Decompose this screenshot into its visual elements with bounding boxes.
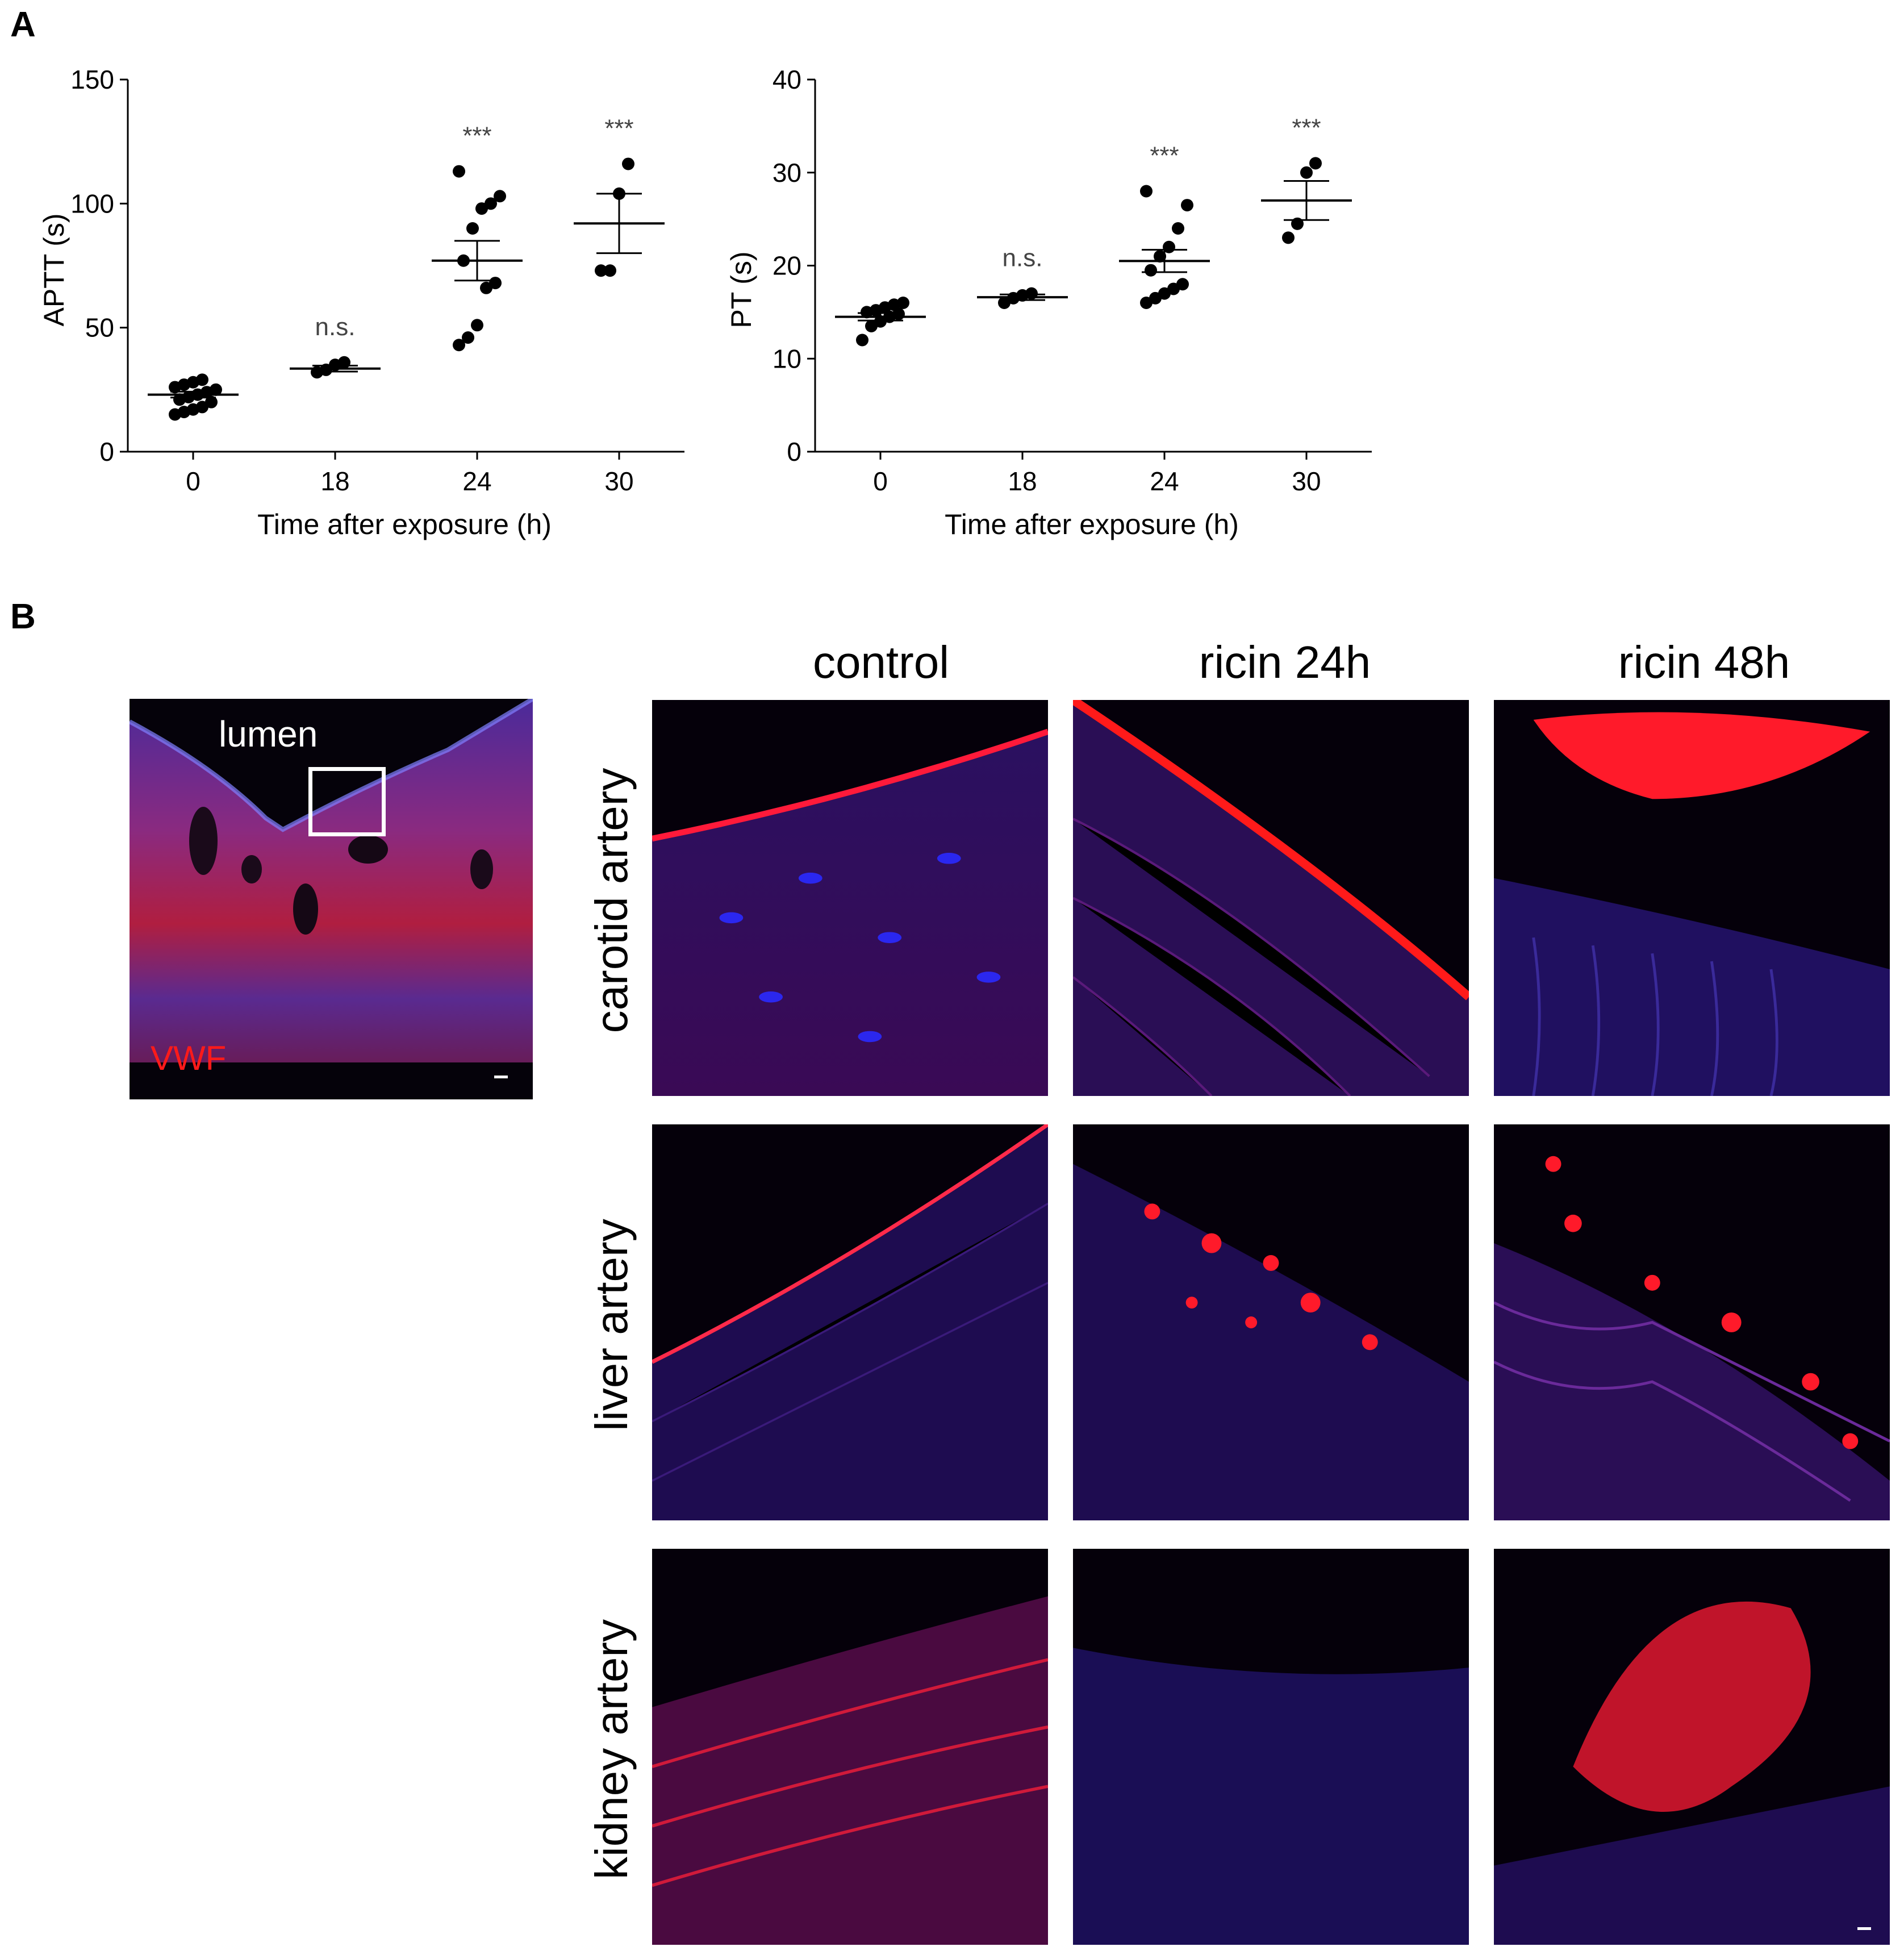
x-axis-label: Time after exposure (h) [945,508,1239,540]
data-point [1300,166,1313,179]
data-point [622,157,634,170]
data-point [466,222,479,235]
micrograph-liver-ricin-24h [1073,1124,1469,1520]
significance-label: *** [604,114,633,142]
x-tick-label: 24 [462,466,491,496]
column-header-ricin-24h: ricin 24h [1199,637,1371,687]
significance-label: *** [1150,142,1179,170]
micrograph-liver-control [652,1124,1048,1520]
data-point [471,319,483,332]
data-point [604,264,616,277]
micrograph-carotid-ricin-24h [1073,700,1469,1096]
y-tick-label: 40 [773,65,801,94]
aptt-scatter-chart: APTT (s) Time after exposure (h) 0 50 100 1… [38,65,684,540]
micrograph-carotid-ricin-48h [1494,700,1890,1096]
column-header-control: control [812,637,950,687]
data-point [494,190,506,203]
y-axis-label: PT (s) [725,251,757,328]
x-tick-label: 24 [1150,466,1179,496]
lumen-label: lumen [219,714,318,755]
x-tick-label: 18 [320,466,349,496]
data-point [1172,222,1184,235]
data-point [485,197,497,210]
vwf-stain-label: VWF [151,1039,227,1077]
significance-label: *** [1292,114,1321,141]
micrograph-carotid-control [652,700,1048,1096]
y-tick-label: 0 [99,437,114,466]
scale-bar [1857,1927,1871,1930]
pt-scatter-chart: PT (s) Time after exposure (h) 0 10 20 30 40… [725,65,1372,540]
significance-label: n.s. [1003,244,1043,272]
data-point [1154,250,1166,263]
data-point [453,339,465,352]
x-tick-label: 30 [1292,466,1321,496]
plot-area: 0 50 100 150 0 18 n.s. 24 *** 30 *** [70,65,684,496]
y-tick-label: 20 [773,251,801,281]
micrograph-liver-ricin-48h [1494,1124,1890,1520]
x-tick-label: 0 [186,466,201,496]
data-point [897,297,909,309]
x-tick-label: 30 [604,466,633,496]
data-point [1176,278,1189,291]
x-axis-label: Time after exposure (h) [257,508,552,540]
panel-a-letter: A [10,5,36,44]
scale-bar [494,1076,508,1078]
data-point [338,356,350,369]
y-tick-label: 50 [85,313,114,343]
plot-area: 0 10 20 30 40 0 18 n.s. 24 *** 30 *** [773,65,1372,496]
region-of-interest-box [308,767,386,836]
data-point [196,373,208,386]
data-point [489,277,502,290]
y-axis-title: APTT (s) [38,213,70,326]
x-tick-label: 0 [873,466,888,496]
micrograph-kidney-ricin-24h [1073,1549,1469,1945]
micrograph-kidney-ricin-48h [1494,1549,1890,1945]
data-point [1145,264,1157,277]
data-point [205,395,218,409]
y-tick-label: 0 [787,437,801,466]
column-header-ricin-48h: ricin 48h [1618,637,1790,687]
panel-b-letter: B [10,597,36,636]
y-tick-label: 10 [773,344,801,373]
data-point [595,264,607,277]
x-tick-label: 18 [1008,466,1037,496]
data-point [1181,199,1193,212]
y-axis-label: APTT (s) [38,213,70,326]
data-point [856,334,869,347]
row-header-liver-artery: liver artery [586,1219,637,1431]
significance-label: *** [462,122,491,150]
data-point [1309,157,1322,170]
data-point [462,331,474,344]
data-point [210,383,222,396]
overview-tissue-graphic [130,699,533,1099]
data-point [453,165,465,178]
overview-micrograph [130,699,533,1099]
data-point [1282,231,1295,244]
y-tick-label: 150 [70,65,114,94]
y-tick-label: 30 [773,158,801,187]
row-header-kidney-artery: kidney artery [586,1619,637,1879]
data-point [1140,185,1153,198]
y-tick-label: 100 [70,189,114,218]
micrograph-kidney-control [652,1549,1048,1945]
row-header-carotid-artery: carotid artery [586,768,637,1033]
significance-label: n.s. [315,313,356,341]
